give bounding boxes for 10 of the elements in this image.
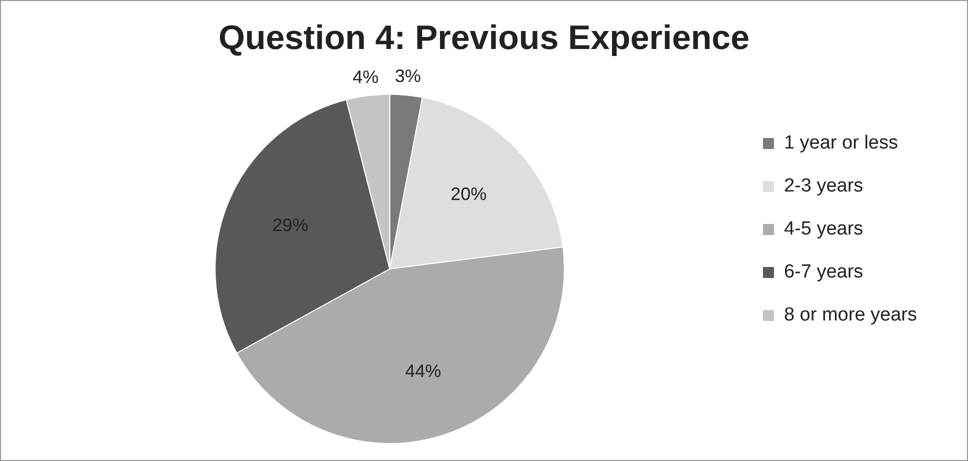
legend-label: 2-3 years <box>784 176 864 197</box>
data-label: 44% <box>405 360 442 381</box>
legend-label: 4-5 years <box>784 218 864 240</box>
legend-label: 8 or more years <box>784 304 917 326</box>
data-label: 20% <box>450 184 487 204</box>
legend-label: 1 year or less <box>784 132 898 154</box>
data-label: 3% <box>394 66 421 86</box>
data-label: 4% <box>352 66 379 87</box>
chart-title: Question 4: Previous Experience <box>218 18 750 57</box>
legend-label: 6-7 years <box>784 262 864 283</box>
